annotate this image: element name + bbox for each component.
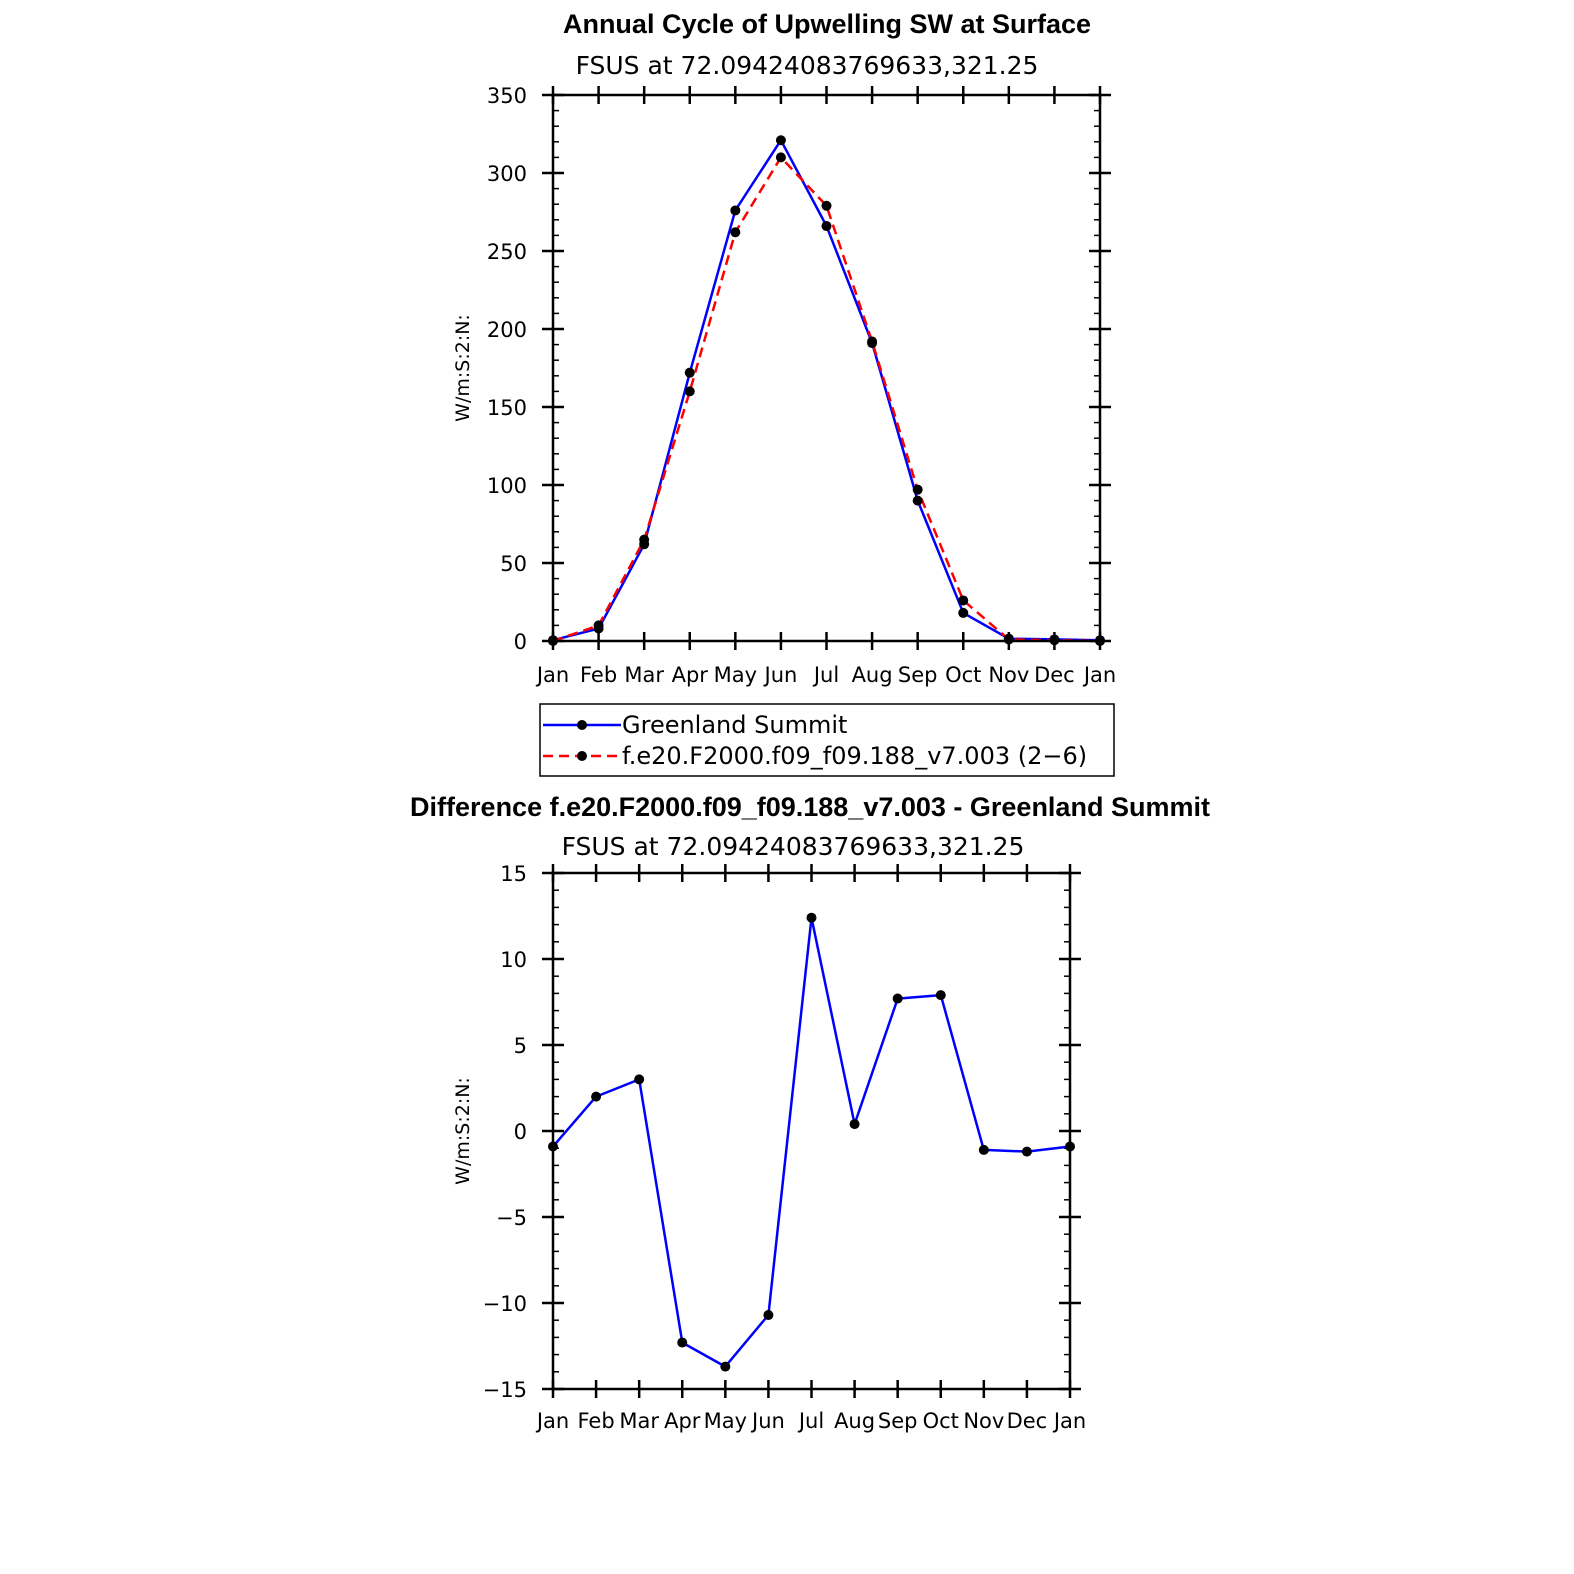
data-point-greenland-summit-5 [775, 135, 786, 146]
legend: Greenland Summit f.e20.F2000.f09_f09.188… [539, 703, 1115, 777]
data-point-f-e20-f2000-f09-f09-188-v7-003-2-6-5 [775, 152, 786, 163]
y-tick-label: −10 [483, 1292, 527, 1316]
y-axis-label: W/m:S:2:N: [452, 1077, 474, 1185]
data-point-f-e20-f2000-f09-f09-188-v7-003-2-6-2 [639, 534, 650, 545]
data-point-series-0-9 [935, 990, 946, 1001]
y-tick-label: 100 [487, 474, 527, 498]
data-point-series-0-7 [849, 1119, 860, 1130]
axis-ticks: Jan Feb Mar Apr May Jun Jul Aug Sep Oct Nov Dec Jan 0… [487, 84, 1116, 687]
y-tick-label: 150 [487, 396, 527, 420]
x-tick-label: Jun [763, 663, 798, 687]
x-tick-label: Aug [834, 1409, 875, 1433]
legend-marker-model [577, 751, 587, 761]
x-tick-label: Aug [852, 663, 893, 687]
x-tick-label: Apr [664, 1409, 701, 1433]
y-tick-label: 50 [500, 552, 527, 576]
data-point-series-0-3 [677, 1337, 688, 1348]
x-tick-label: Jul [797, 1409, 824, 1433]
data-point-greenland-summit-9 [958, 607, 969, 618]
y-tick-label: 250 [487, 240, 527, 264]
y-tick-label: −15 [483, 1378, 527, 1402]
y-axis-label: W/m:S:2:N: [452, 314, 474, 422]
chart-subtitle: FSUS at 72.09424083769633,321.25 [562, 832, 1025, 861]
x-tick-label: Jan [1052, 1409, 1086, 1433]
data-point-greenland-summit-3 [684, 367, 695, 378]
data-point-series-0-6 [806, 912, 817, 923]
legend-box [539, 703, 1115, 777]
x-tick-label: Feb [577, 1409, 614, 1433]
x-tick-label: Jan [1082, 663, 1116, 687]
legend-label-model: f.e20.F2000.f09_f09.188_v7.003 (2−6) [622, 742, 1087, 770]
x-tick-label: Dec [1034, 663, 1075, 687]
series-line-greenland-summit [552, 138, 1101, 642]
y-tick-label: 350 [487, 84, 527, 108]
x-tick-label: Sep [898, 663, 938, 687]
x-tick-label: Jan [535, 663, 569, 687]
x-tick-label: Mar [619, 1409, 659, 1433]
y-tick-label: 0 [514, 630, 527, 654]
data-point-f-e20-f2000-f09-f09-188-v7-003-2-6-4 [730, 227, 741, 238]
data-point-f-e20-f2000-f09-f09-188-v7-003-2-6-6 [821, 200, 832, 211]
data-point-series-0-4 [720, 1361, 731, 1372]
data-point-series-0-2 [634, 1074, 645, 1085]
axis-ticks: Jan Feb Mar Apr May Jun Jul Aug Sep Oct Nov Dec Jan−… [483, 862, 1087, 1433]
data-point-f-e20-f2000-f09-f09-188-v7-003-2-6-9 [958, 595, 969, 606]
plot-frame [551, 871, 1072, 1391]
y-tick-label: 10 [500, 948, 527, 972]
x-tick-label: Jun [750, 1409, 785, 1433]
data-point-f-e20-f2000-f09-f09-188-v7-003-2-6-7 [867, 336, 878, 347]
chart-title: Difference f.e20.F2000.f09_f09.188_v7.00… [410, 792, 1210, 822]
y-tick-label: −5 [496, 1206, 527, 1230]
x-tick-label: Mar [624, 663, 664, 687]
data-point-f-e20-f2000-f09-f09-188-v7-003-2-6-10 [1003, 634, 1014, 645]
x-tick-label: Dec [1007, 1409, 1048, 1433]
legend-entry-greenland-summit: Greenland Summit [543, 711, 847, 739]
y-tick-label: 200 [487, 318, 527, 342]
data-point-series-0-11 [1021, 1146, 1032, 1157]
data-point-greenland-summit-8 [912, 495, 923, 506]
x-tick-label: May [704, 1409, 747, 1433]
x-tick-label: Nov [988, 663, 1029, 687]
series-line-series-0 [552, 916, 1071, 1368]
data-point-f-e20-f2000-f09-f09-188-v7-003-2-6-1 [593, 620, 604, 631]
x-tick-label: Oct [945, 663, 981, 687]
x-tick-label: Sep [878, 1409, 918, 1433]
chart-subtitle: FSUS at 72.09424083769633,321.25 [576, 51, 1039, 80]
y-tick-label: 5 [514, 1034, 527, 1058]
data-point-greenland-summit-6 [821, 221, 832, 232]
x-tick-label: Apr [672, 663, 709, 687]
data-point-series-0-5 [763, 1310, 774, 1321]
data-point-series-0-1 [591, 1091, 602, 1102]
x-tick-label: May [714, 663, 757, 687]
y-tick-label: 15 [500, 862, 527, 886]
y-tick-label: 300 [487, 162, 527, 186]
legend-entry-model: f.e20.F2000.f09_f09.188_v7.003 (2−6) [543, 742, 1087, 770]
chart-annual-cycle: Annual Cycle of Upwelling SW at Surface … [452, 9, 1116, 687]
chart-title: Annual Cycle of Upwelling SW at Surface [563, 9, 1091, 39]
data-point-greenland-summit-4 [730, 205, 741, 216]
series-layer [548, 135, 1105, 646]
legend-label-greenland-summit: Greenland Summit [622, 711, 847, 739]
series-layer [548, 912, 1075, 1372]
data-point-series-0-8 [892, 993, 903, 1004]
chart-difference: Difference f.e20.F2000.f09_f09.188_v7.00… [410, 792, 1210, 1433]
x-tick-label: Nov [963, 1409, 1004, 1433]
plot-frame [551, 93, 1102, 643]
data-point-f-e20-f2000-f09-f09-188-v7-003-2-6-8 [912, 484, 923, 495]
x-tick-label: Jan [535, 1409, 569, 1433]
legend-marker-greenland-summit [577, 720, 587, 730]
x-tick-label: Feb [580, 663, 617, 687]
y-tick-label: 0 [514, 1120, 527, 1144]
x-tick-label: Oct [923, 1409, 959, 1433]
data-point-series-0-10 [978, 1144, 989, 1155]
x-tick-label: Jul [812, 663, 839, 687]
data-point-f-e20-f2000-f09-f09-188-v7-003-2-6-3 [684, 386, 695, 397]
